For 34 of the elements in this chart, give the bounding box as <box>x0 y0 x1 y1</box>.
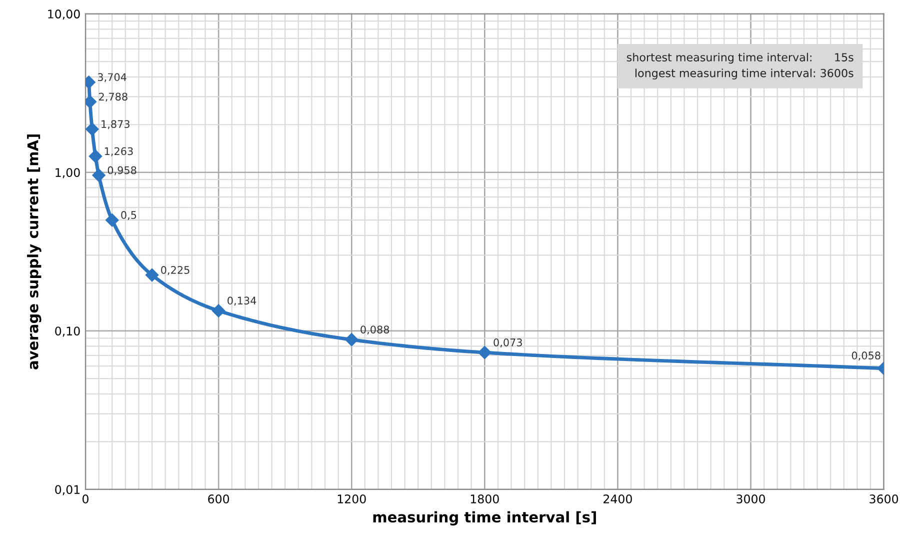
data-label: 0,088 <box>360 326 390 335</box>
point <box>92 168 106 182</box>
x-tick-label: 1800 <box>470 494 499 504</box>
annotation: shortest measuring time interval: 15s <box>626 52 854 64</box>
x-tick-label: 2400 <box>604 494 632 504</box>
point <box>345 333 358 346</box>
y-axis-title: average supply current [mA] <box>27 134 42 370</box>
x-tick-label: 1200 <box>338 494 366 504</box>
data-label: 0,5 <box>121 211 136 220</box>
point <box>88 150 102 163</box>
data-label: 1,263 <box>104 147 133 156</box>
x-tick-label: 3000 <box>736 494 765 504</box>
data-label: 2,788 <box>99 92 128 102</box>
y-tick-label: 0,10 <box>55 326 80 337</box>
y-tick-label: 1,00 <box>56 168 80 178</box>
data-label: 1,873 <box>102 120 130 130</box>
x-tick-label: 600 <box>208 494 230 504</box>
x-tick-label: 3600 <box>870 494 898 504</box>
y-tick-label: 0,01 <box>55 485 80 496</box>
data-label: 0,134 <box>228 296 256 306</box>
data-label: 0,073 <box>494 338 522 348</box>
point <box>212 304 226 318</box>
data-label: 0,958 <box>108 166 136 176</box>
data-label: 0,225 <box>161 266 190 275</box>
x-tick-label: 0 <box>82 494 88 504</box>
data-label: 0,058 <box>852 352 880 360</box>
point <box>86 122 99 136</box>
annotation: longest measuring time interval: 3600s <box>635 68 854 80</box>
point <box>145 268 159 282</box>
y-tick-label: 10,00 <box>48 10 80 20</box>
point <box>106 213 119 227</box>
point <box>478 346 492 360</box>
data-label: 3,704 <box>98 73 126 82</box>
x-axis-title: measuring time interval [s] <box>373 511 596 526</box>
